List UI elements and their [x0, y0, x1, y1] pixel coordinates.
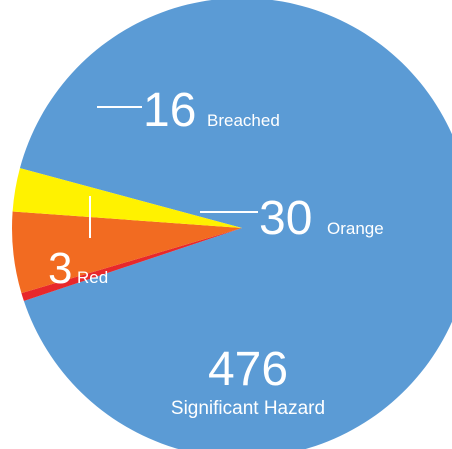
pie-slice-significant-hazard [19, 0, 452, 449]
label-orange-name: Orange [327, 219, 384, 238]
pie-slice-breached [12, 168, 243, 228]
pie-slice-red [21, 228, 242, 302]
label-orange-value: 30 [259, 192, 312, 245]
label-breached-value: 16 [143, 84, 196, 137]
pie-slices [12, 0, 452, 449]
label-red-name: Red [77, 268, 108, 287]
label-significant-hazard-name: Significant Hazard [171, 398, 325, 419]
label-red-value: 3 [48, 244, 72, 293]
label-significant-hazard-value: 476 [208, 343, 288, 396]
pie-slice-orange [12, 211, 243, 294]
label-breached-name: Breached [207, 111, 280, 130]
